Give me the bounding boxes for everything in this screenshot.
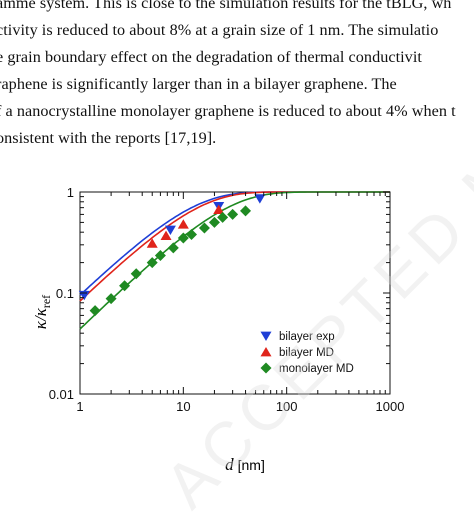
chart-legend: bilayer exp bilayer MD monolayer MD bbox=[260, 331, 354, 375]
fit-curves bbox=[79, 191, 390, 330]
data-point bbox=[217, 211, 229, 223]
x-tick-label: 10 bbox=[176, 399, 190, 414]
figure-chart: 1 10 100 1000 0.01 0.1 1 κ/κref d [nm] bilayer … bbox=[31, 185, 405, 474]
text-line-6: onsistent with the reports [17,19]. bbox=[0, 129, 217, 147]
y-axis-label-main: κ/κ bbox=[31, 307, 50, 329]
data-point bbox=[240, 205, 252, 217]
legend-label: monolayer MD bbox=[279, 363, 354, 375]
y-tick-label: 0.1 bbox=[56, 286, 74, 301]
data-point bbox=[177, 219, 189, 229]
data-point bbox=[208, 216, 220, 228]
y-axis-label: κ/κref bbox=[31, 295, 53, 329]
data-points bbox=[78, 194, 266, 317]
x-tick-label: 1000 bbox=[376, 399, 405, 414]
data-point bbox=[89, 305, 101, 317]
legend-marker bbox=[260, 347, 272, 357]
data-point bbox=[227, 208, 239, 220]
x-axis-label-unit: [nm] bbox=[238, 457, 265, 473]
data-point bbox=[167, 242, 179, 254]
axis-ticks: 1 10 100 1000 0.01 0.1 1 bbox=[49, 185, 405, 414]
x-axis-label: d [nm] bbox=[225, 455, 265, 474]
data-point bbox=[254, 194, 266, 204]
y-tick-label: 0.01 bbox=[49, 387, 74, 402]
data-point bbox=[198, 222, 210, 234]
x-tick-label: 100 bbox=[276, 399, 298, 414]
y-axis-label-sub: ref bbox=[39, 295, 53, 308]
legend-label: bilayer MD bbox=[279, 347, 334, 359]
legend-label: bilayer exp bbox=[279, 331, 335, 343]
data-point bbox=[164, 225, 176, 236]
legend-marker bbox=[260, 362, 272, 374]
y-tick-label: 1 bbox=[67, 185, 74, 200]
text-line-1: amme system. This is close to the simula… bbox=[0, 0, 452, 12]
data-point bbox=[105, 293, 117, 305]
x-axis-label-main: d bbox=[225, 455, 234, 474]
data-point bbox=[186, 228, 198, 240]
data-point bbox=[154, 250, 166, 262]
data-point bbox=[119, 280, 131, 292]
fit-curve bbox=[79, 191, 390, 330]
text-line-3: e grain boundary effect on the degradati… bbox=[0, 48, 422, 66]
data-point bbox=[146, 257, 158, 269]
text-line-4: raphene is significantly larger than in … bbox=[0, 75, 397, 93]
data-point bbox=[130, 268, 142, 280]
legend-marker bbox=[260, 331, 272, 341]
data-point bbox=[213, 204, 225, 214]
data-point bbox=[160, 230, 172, 241]
x-tick-label: 1 bbox=[76, 399, 83, 414]
text-line-2: ctivity is reduced to about 8% at a grai… bbox=[0, 21, 439, 39]
data-point bbox=[177, 232, 189, 244]
data-point bbox=[146, 238, 158, 248]
text-line-5: f a nanocrystalline monolayer graphene i… bbox=[0, 102, 456, 120]
